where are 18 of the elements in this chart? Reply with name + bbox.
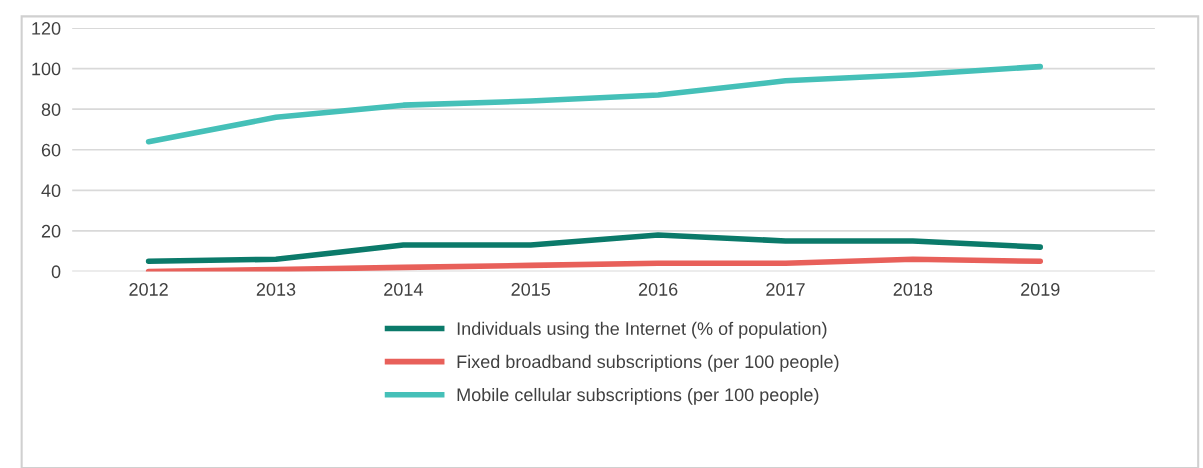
x-tick-label: 2016 bbox=[638, 283, 678, 296]
y-tick-label: 120 bbox=[32, 22, 61, 35]
y-tick-label: 0 bbox=[51, 265, 61, 279]
x-tick-label: 2017 bbox=[766, 283, 805, 296]
y-tick-label: 100 bbox=[32, 62, 61, 76]
x-tick-label: 2019 bbox=[1021, 283, 1060, 296]
y-tick-label: 60 bbox=[41, 143, 61, 157]
x-tick-label: 2012 bbox=[129, 283, 168, 296]
x-tick-label: 2018 bbox=[893, 283, 933, 296]
y-tick-label: 80 bbox=[41, 103, 61, 116]
x-tick-label: 2014 bbox=[384, 283, 423, 296]
y-tick-label: 20 bbox=[41, 224, 61, 238]
y-tick-label: 40 bbox=[41, 184, 61, 198]
x-tick-label: 2015 bbox=[511, 283, 551, 296]
legend-label: Mobile cellular subscriptions (per 100 people) bbox=[457, 387, 819, 405]
legend-label: Individuals using the Internet (% of population) bbox=[457, 321, 827, 339]
x-tick-label: 2013 bbox=[256, 283, 296, 296]
legend-label: Fixed broadband subscriptions (per 100 people) bbox=[457, 354, 839, 372]
